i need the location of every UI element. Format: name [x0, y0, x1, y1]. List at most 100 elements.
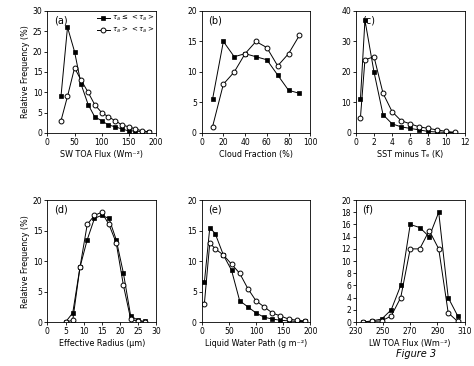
$\tau_a$ ≤ $<\tau_a>$ [427, 235, 432, 239]
$\tau_a$ > $<\tau_a>$ [220, 82, 226, 86]
$\tau_a$ > $<\tau_a>$ [286, 317, 292, 321]
$\tau_a$ ≤ $<\tau_a>$ [113, 238, 119, 242]
$\tau_a$ > $<\tau_a>$ [220, 253, 226, 257]
$\tau_a$ ≤ $<\tau_a>$ [253, 311, 259, 315]
$\tau_a$ > $<\tau_a>$ [436, 247, 442, 251]
$\tau_a$ ≤ $<\tau_a>$ [261, 315, 267, 320]
$\tau_a$ > $<\tau_a>$ [84, 222, 90, 227]
Y-axis label: Relative Frequency (%): Relative Frequency (%) [21, 26, 30, 119]
$\tau_a$ ≤ $<\tau_a>$ [64, 25, 70, 29]
$\tau_a$ ≤ $<\tau_a>$ [371, 70, 377, 74]
$\tau_a$ ≤ $<\tau_a>$ [142, 319, 148, 324]
$\tau_a$ > $<\tau_a>$ [58, 119, 64, 123]
$\tau_a$ ≤ $<\tau_a>$ [417, 128, 422, 132]
$\tau_a$ ≤ $<\tau_a>$ [360, 320, 365, 324]
$\tau_a$ ≤ $<\tau_a>$ [133, 129, 138, 133]
$\tau_a$ ≤ $<\tau_a>$ [63, 320, 68, 324]
Text: Figure 3: Figure 3 [396, 349, 436, 359]
$\tau_a$ ≤ $<\tau_a>$ [106, 216, 112, 221]
$\tau_a$ > $<\tau_a>$ [63, 320, 68, 324]
$\tau_a$ > $<\tau_a>$ [294, 318, 300, 322]
Line: $\tau_a$ ≤ $<\tau_a>$: $\tau_a$ ≤ $<\tau_a>$ [210, 40, 301, 101]
$\tau_a$ > $<\tau_a>$ [99, 210, 105, 214]
Line: $\tau_a$ ≤ $<\tau_a>$: $\tau_a$ ≤ $<\tau_a>$ [64, 213, 147, 324]
X-axis label: Cloud Fraction (%): Cloud Fraction (%) [219, 150, 293, 158]
$\tau_a$ ≤ $<\tau_a>$ [264, 57, 270, 62]
$\tau_a$ > $<\tau_a>$ [278, 314, 283, 318]
$\tau_a$ ≤ $<\tau_a>$ [119, 127, 125, 131]
$\tau_a$ ≤ $<\tau_a>$ [444, 130, 449, 135]
$\tau_a$ > $<\tau_a>$ [435, 128, 440, 132]
$\tau_a$ ≤ $<\tau_a>$ [407, 222, 413, 227]
$\tau_a$ ≤ $<\tau_a>$ [294, 319, 300, 324]
$\tau_a$ ≤ $<\tau_a>$ [84, 238, 90, 242]
$\tau_a$ > $<\tau_a>$ [126, 125, 132, 129]
$\tau_a$ ≤ $<\tau_a>$ [135, 318, 141, 322]
$\tau_a$ ≤ $<\tau_a>$ [146, 130, 152, 134]
$\tau_a$ ≤ $<\tau_a>$ [78, 82, 84, 86]
$\tau_a$ > $<\tau_a>$ [105, 115, 111, 119]
$\tau_a$ > $<\tau_a>$ [253, 299, 259, 303]
$\tau_a$ ≤ $<\tau_a>$ [436, 210, 442, 214]
Line: $\tau_a$ ≤ $<\tau_a>$: $\tau_a$ ≤ $<\tau_a>$ [358, 18, 457, 135]
$\tau_a$ ≤ $<\tau_a>$ [231, 55, 237, 59]
$\tau_a$ > $<\tau_a>$ [237, 271, 243, 276]
$\tau_a$ > $<\tau_a>$ [286, 52, 292, 56]
$\tau_a$ > $<\tau_a>$ [91, 213, 97, 217]
$\tau_a$ ≤ $<\tau_a>$ [237, 299, 243, 303]
$\tau_a$ ≤ $<\tau_a>$ [286, 319, 292, 323]
$\tau_a$ > $<\tau_a>$ [210, 125, 215, 129]
$\tau_a$ ≤ $<\tau_a>$ [388, 308, 394, 312]
$\tau_a$ ≤ $<\tau_a>$ [417, 225, 422, 230]
$\tau_a$ > $<\tau_a>$ [427, 228, 432, 233]
Line: $\tau_a$ > $<\tau_a>$: $\tau_a$ > $<\tau_a>$ [59, 66, 151, 134]
Y-axis label: Relative Frequency (%): Relative Frequency (%) [21, 214, 30, 307]
$\tau_a$ > $<\tau_a>$ [231, 70, 237, 74]
Line: $\tau_a$ > $<\tau_a>$: $\tau_a$ > $<\tau_a>$ [210, 33, 302, 129]
$\tau_a$ ≤ $<\tau_a>$ [112, 125, 118, 129]
$\tau_a$ ≤ $<\tau_a>$ [228, 268, 234, 272]
$\tau_a$ > $<\tau_a>$ [85, 90, 91, 94]
$\tau_a$ ≤ $<\tau_a>$ [126, 129, 132, 133]
$\tau_a$ ≤ $<\tau_a>$ [455, 314, 461, 318]
$\tau_a$ ≤ $<\tau_a>$ [242, 52, 248, 56]
$\tau_a$ > $<\tau_a>$ [398, 119, 404, 123]
Line: $\tau_a$ ≤ $<\tau_a>$: $\tau_a$ ≤ $<\tau_a>$ [361, 210, 460, 324]
$\tau_a$ ≤ $<\tau_a>$ [212, 231, 218, 236]
$\tau_a$ ≤ $<\tau_a>$ [426, 129, 431, 134]
$\tau_a$ > $<\tau_a>$ [371, 55, 377, 59]
$\tau_a$ ≤ $<\tau_a>$ [70, 311, 75, 315]
Line: $\tau_a$ ≤ $<\tau_a>$: $\tau_a$ ≤ $<\tau_a>$ [59, 25, 151, 134]
$\tau_a$ > $<\tau_a>$ [113, 240, 119, 245]
$\tau_a$ ≤ $<\tau_a>$ [92, 115, 98, 119]
$\tau_a$ ≤ $<\tau_a>$ [453, 131, 458, 135]
$\tau_a$ ≤ $<\tau_a>$ [99, 119, 105, 123]
$\tau_a$ > $<\tau_a>$ [120, 283, 126, 288]
$\tau_a$ > $<\tau_a>$ [455, 319, 461, 324]
$\tau_a$ > $<\tau_a>$ [407, 122, 413, 126]
$\tau_a$ > $<\tau_a>$ [446, 311, 451, 315]
Text: (e): (e) [208, 205, 222, 215]
$\tau_a$ > $<\tau_a>$ [72, 66, 77, 70]
$\tau_a$ ≤ $<\tau_a>$ [91, 216, 97, 221]
Text: (f): (f) [363, 205, 374, 215]
$\tau_a$ ≤ $<\tau_a>$ [286, 88, 292, 93]
$\tau_a$ > $<\tau_a>$ [106, 222, 112, 227]
$\tau_a$ ≤ $<\tau_a>$ [105, 123, 111, 127]
$\tau_a$ ≤ $<\tau_a>$ [207, 225, 213, 230]
$\tau_a$ ≤ $<\tau_a>$ [140, 130, 146, 134]
$\tau_a$ ≤ $<\tau_a>$ [398, 283, 403, 288]
$\tau_a$ > $<\tau_a>$ [297, 33, 302, 38]
$\tau_a$ ≤ $<\tau_a>$ [302, 319, 308, 324]
$\tau_a$ ≤ $<\tau_a>$ [275, 73, 281, 77]
$\tau_a$ > $<\tau_a>$ [362, 57, 368, 62]
$\tau_a$ ≤ $<\tau_a>$ [72, 49, 77, 54]
Line: $\tau_a$ > $<\tau_a>$: $\tau_a$ > $<\tau_a>$ [358, 54, 458, 135]
Legend: $\tau_a$ ≤ $<\tau_a>$, $\tau_a$ > $<\tau_a>$: $\tau_a$ ≤ $<\tau_a>$, $\tau_a$ > $<\tau… [96, 12, 155, 36]
$\tau_a$ ≤ $<\tau_a>$ [369, 319, 375, 323]
$\tau_a$ > $<\tau_a>$ [253, 39, 259, 44]
$\tau_a$ > $<\tau_a>$ [264, 45, 270, 50]
$\tau_a$ ≤ $<\tau_a>$ [362, 18, 368, 22]
$\tau_a$ > $<\tau_a>$ [242, 52, 248, 56]
$\tau_a$ ≤ $<\tau_a>$ [220, 39, 226, 44]
